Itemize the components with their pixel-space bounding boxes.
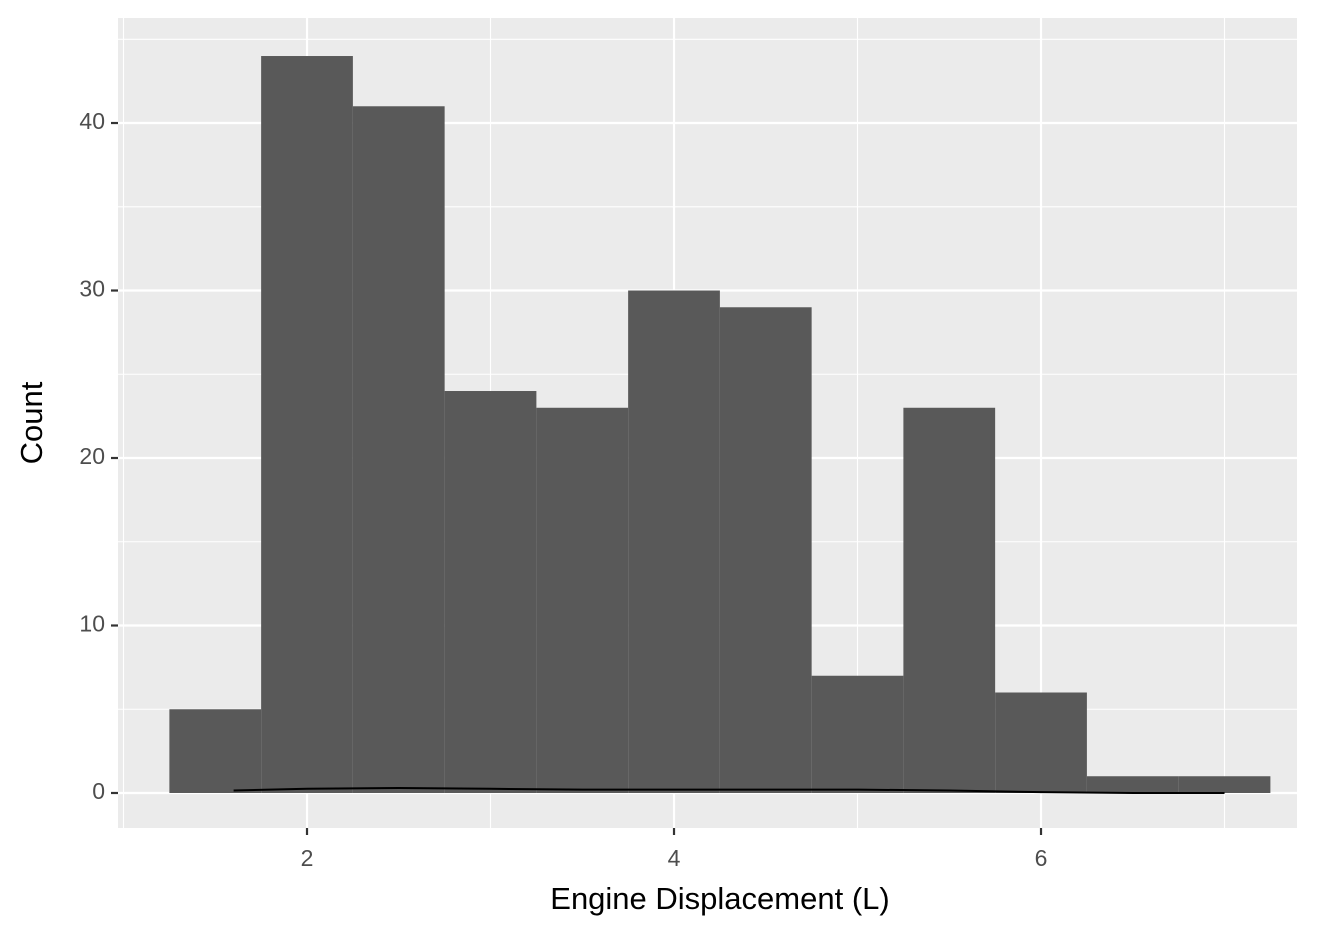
y-tick-label: 0 [92, 778, 105, 804]
x-axis-title: Engine Displacement (L) [550, 881, 889, 916]
x-tick-label: 4 [668, 845, 681, 871]
bar [1086, 776, 1179, 793]
bar [536, 407, 629, 793]
y-tick-label: 20 [79, 443, 105, 469]
bar [1178, 776, 1271, 793]
bar [811, 675, 904, 793]
x-tick-label: 6 [1035, 845, 1048, 871]
y-tick-label: 30 [79, 276, 105, 302]
bar [628, 290, 720, 793]
bar [903, 407, 996, 793]
bar [719, 307, 812, 793]
bar [444, 391, 537, 793]
y-tick-label: 10 [79, 611, 105, 637]
density-line [233, 786, 1225, 794]
bar [352, 106, 445, 793]
bar [995, 692, 1087, 793]
bar [169, 709, 262, 793]
y-axis-title: Count [14, 381, 49, 464]
x-tick-label: 2 [301, 845, 314, 871]
bar [261, 56, 353, 793]
y-tick-label: 40 [79, 108, 105, 134]
